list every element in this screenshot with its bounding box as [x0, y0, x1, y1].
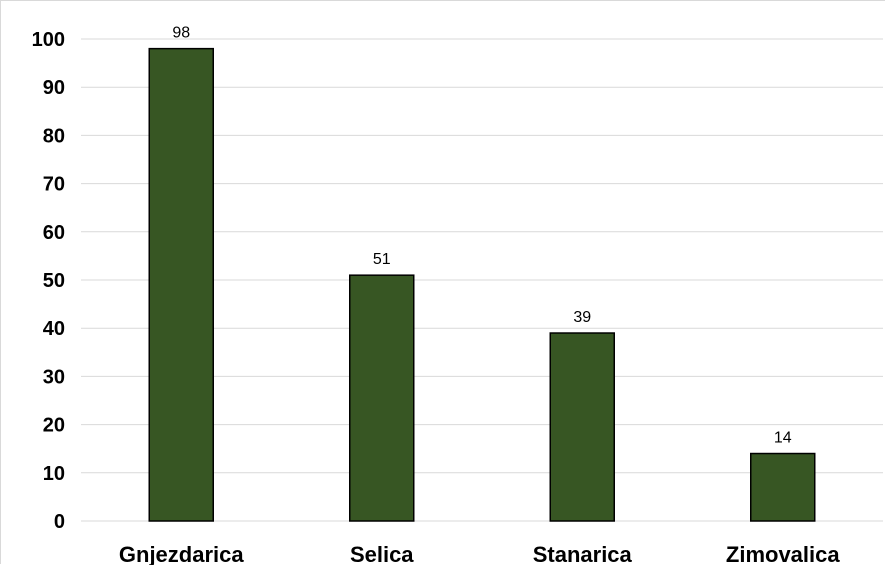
y-tick-label: 0 — [54, 511, 65, 533]
y-tick-label: 40 — [43, 318, 65, 340]
bar-zimovalica — [750, 452, 816, 522]
y-tick-label: 80 — [43, 125, 65, 147]
x-tick-label: Selica — [350, 542, 414, 565]
x-tick-label: Stanarica — [533, 542, 633, 565]
data-label: 39 — [573, 309, 591, 326]
y-tick-label: 20 — [43, 415, 65, 437]
x-axis-ticks: Gnjezdarica Selica Stanarica Zimovalica — [119, 542, 840, 565]
x-tick-label: Gnjezdarica — [119, 542, 244, 565]
data-label: 14 — [774, 430, 792, 447]
y-tick-label: 50 — [43, 270, 65, 292]
y-tick-label: 90 — [43, 77, 65, 99]
bar-selica — [349, 274, 415, 522]
bar-gnjezdarica — [148, 47, 214, 522]
y-tick-label: 60 — [43, 222, 65, 244]
data-label: 51 — [373, 251, 391, 268]
y-axis-ticks: 0 10 20 30 40 50 60 70 80 90 100 — [32, 29, 65, 533]
x-tick-label: Zimovalica — [726, 542, 840, 565]
data-labels: 98 51 39 14 — [172, 25, 791, 447]
y-tick-label: 30 — [43, 366, 65, 388]
bar-stanarica — [549, 332, 615, 522]
data-label: 98 — [172, 25, 190, 42]
y-tick-label: 100 — [32, 29, 65, 51]
y-tick-label: 70 — [43, 174, 65, 196]
bars — [148, 47, 816, 522]
gridlines — [81, 38, 883, 522]
y-tick-label: 10 — [43, 463, 65, 485]
